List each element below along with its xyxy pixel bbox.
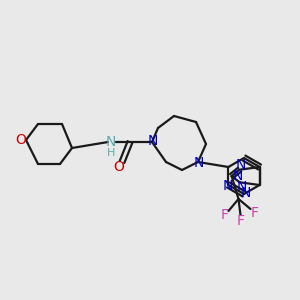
Text: F: F bbox=[250, 206, 259, 220]
Text: N: N bbox=[222, 179, 233, 193]
Text: N: N bbox=[232, 169, 243, 183]
Text: F: F bbox=[220, 208, 229, 222]
Text: H: H bbox=[107, 148, 115, 158]
Text: N: N bbox=[236, 158, 246, 172]
Text: F: F bbox=[236, 214, 244, 228]
Text: O: O bbox=[16, 133, 26, 147]
Text: N: N bbox=[236, 180, 247, 194]
Text: N: N bbox=[148, 134, 158, 148]
Text: N: N bbox=[106, 135, 116, 149]
Text: N: N bbox=[194, 156, 204, 170]
Text: N: N bbox=[241, 186, 251, 200]
Text: O: O bbox=[114, 160, 124, 174]
